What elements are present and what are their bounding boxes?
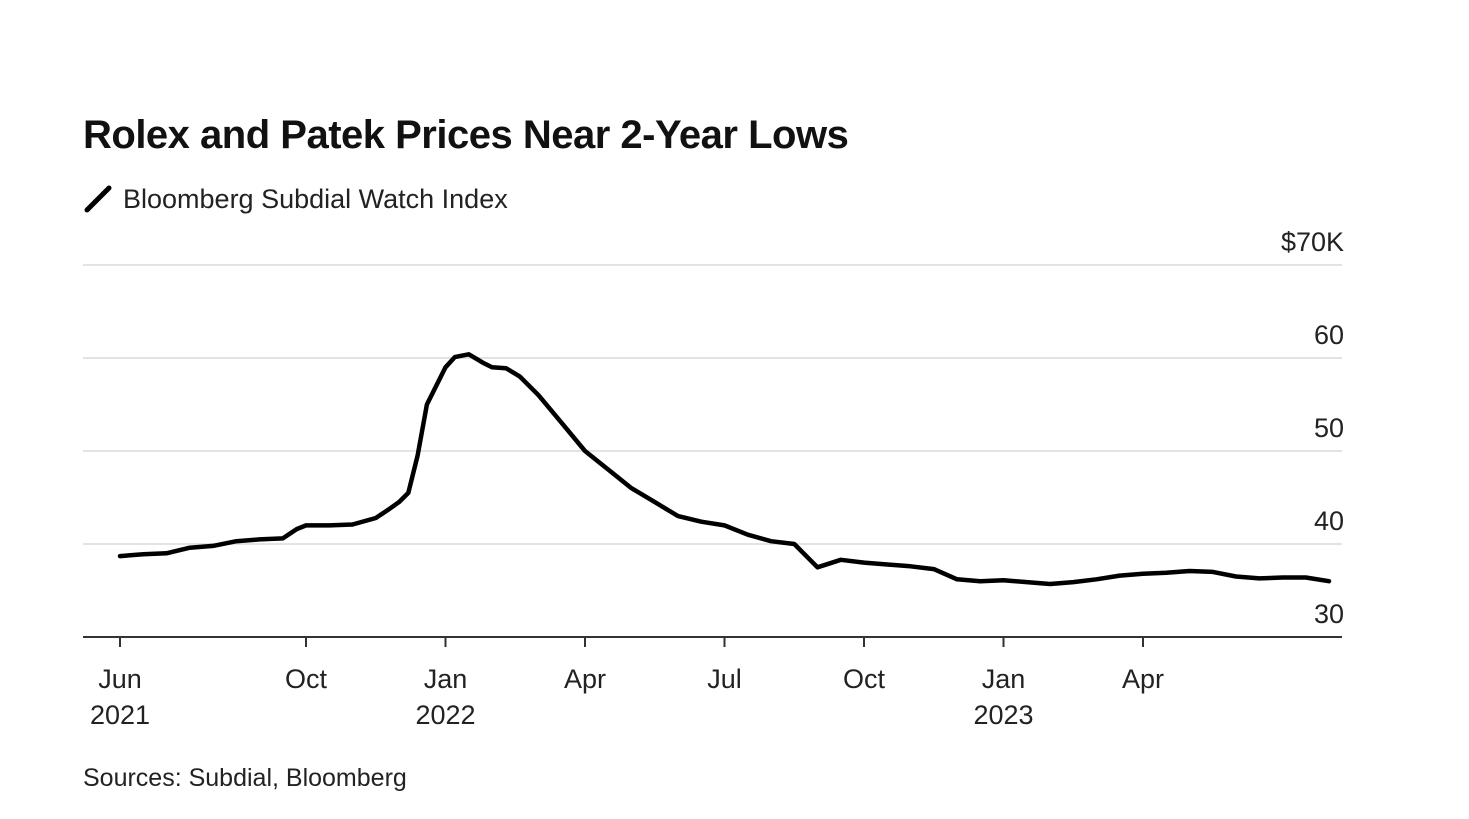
x-tick-year-2: 2022 <box>415 700 475 730</box>
y-tick-label-60: 60 <box>1314 320 1344 350</box>
source-note: Sources: Subdial, Bloomberg <box>83 764 407 792</box>
x-tick-month-4: Jul <box>707 664 742 694</box>
y-axis-labels: $70K 60 50 40 30 <box>1281 227 1344 629</box>
x-tick-year-0: 2021 <box>90 700 150 730</box>
x-tick-month-0: Jun <box>98 664 142 694</box>
x-tick-year-6: 2023 <box>973 700 1033 730</box>
x-tick-month-5: Oct <box>843 664 886 694</box>
y-tick-label-70: $70K <box>1281 227 1344 257</box>
x-tick-month-1: Oct <box>285 664 328 694</box>
x-tick-month-3: Apr <box>564 664 606 694</box>
x-tick-month-2: Jan <box>424 664 468 694</box>
x-tick-month-6: Jan <box>982 664 1026 694</box>
grid-lines <box>83 264 1342 545</box>
y-tick-label-30: 30 <box>1314 599 1344 629</box>
series-layer <box>117 352 1332 587</box>
x-axis-ticks: Jun 2021 Oct Jan 2022 Apr Jul Oct Jan 2023 Apr <box>90 637 1164 730</box>
series-line-0 <box>117 352 1332 587</box>
x-tick-month-7: Apr <box>1122 664 1164 694</box>
chart-legend: Bloomberg Subdial Watch Index <box>83 182 508 216</box>
chart-title: Rolex and Patek Prices Near 2-Year Lows <box>83 113 849 157</box>
y-tick-label-40: 40 <box>1314 506 1344 536</box>
y-tick-label-50: 50 <box>1314 413 1344 443</box>
legend-line-icon <box>84 185 112 213</box>
legend-label: Bloomberg Subdial Watch Index <box>123 183 508 214</box>
